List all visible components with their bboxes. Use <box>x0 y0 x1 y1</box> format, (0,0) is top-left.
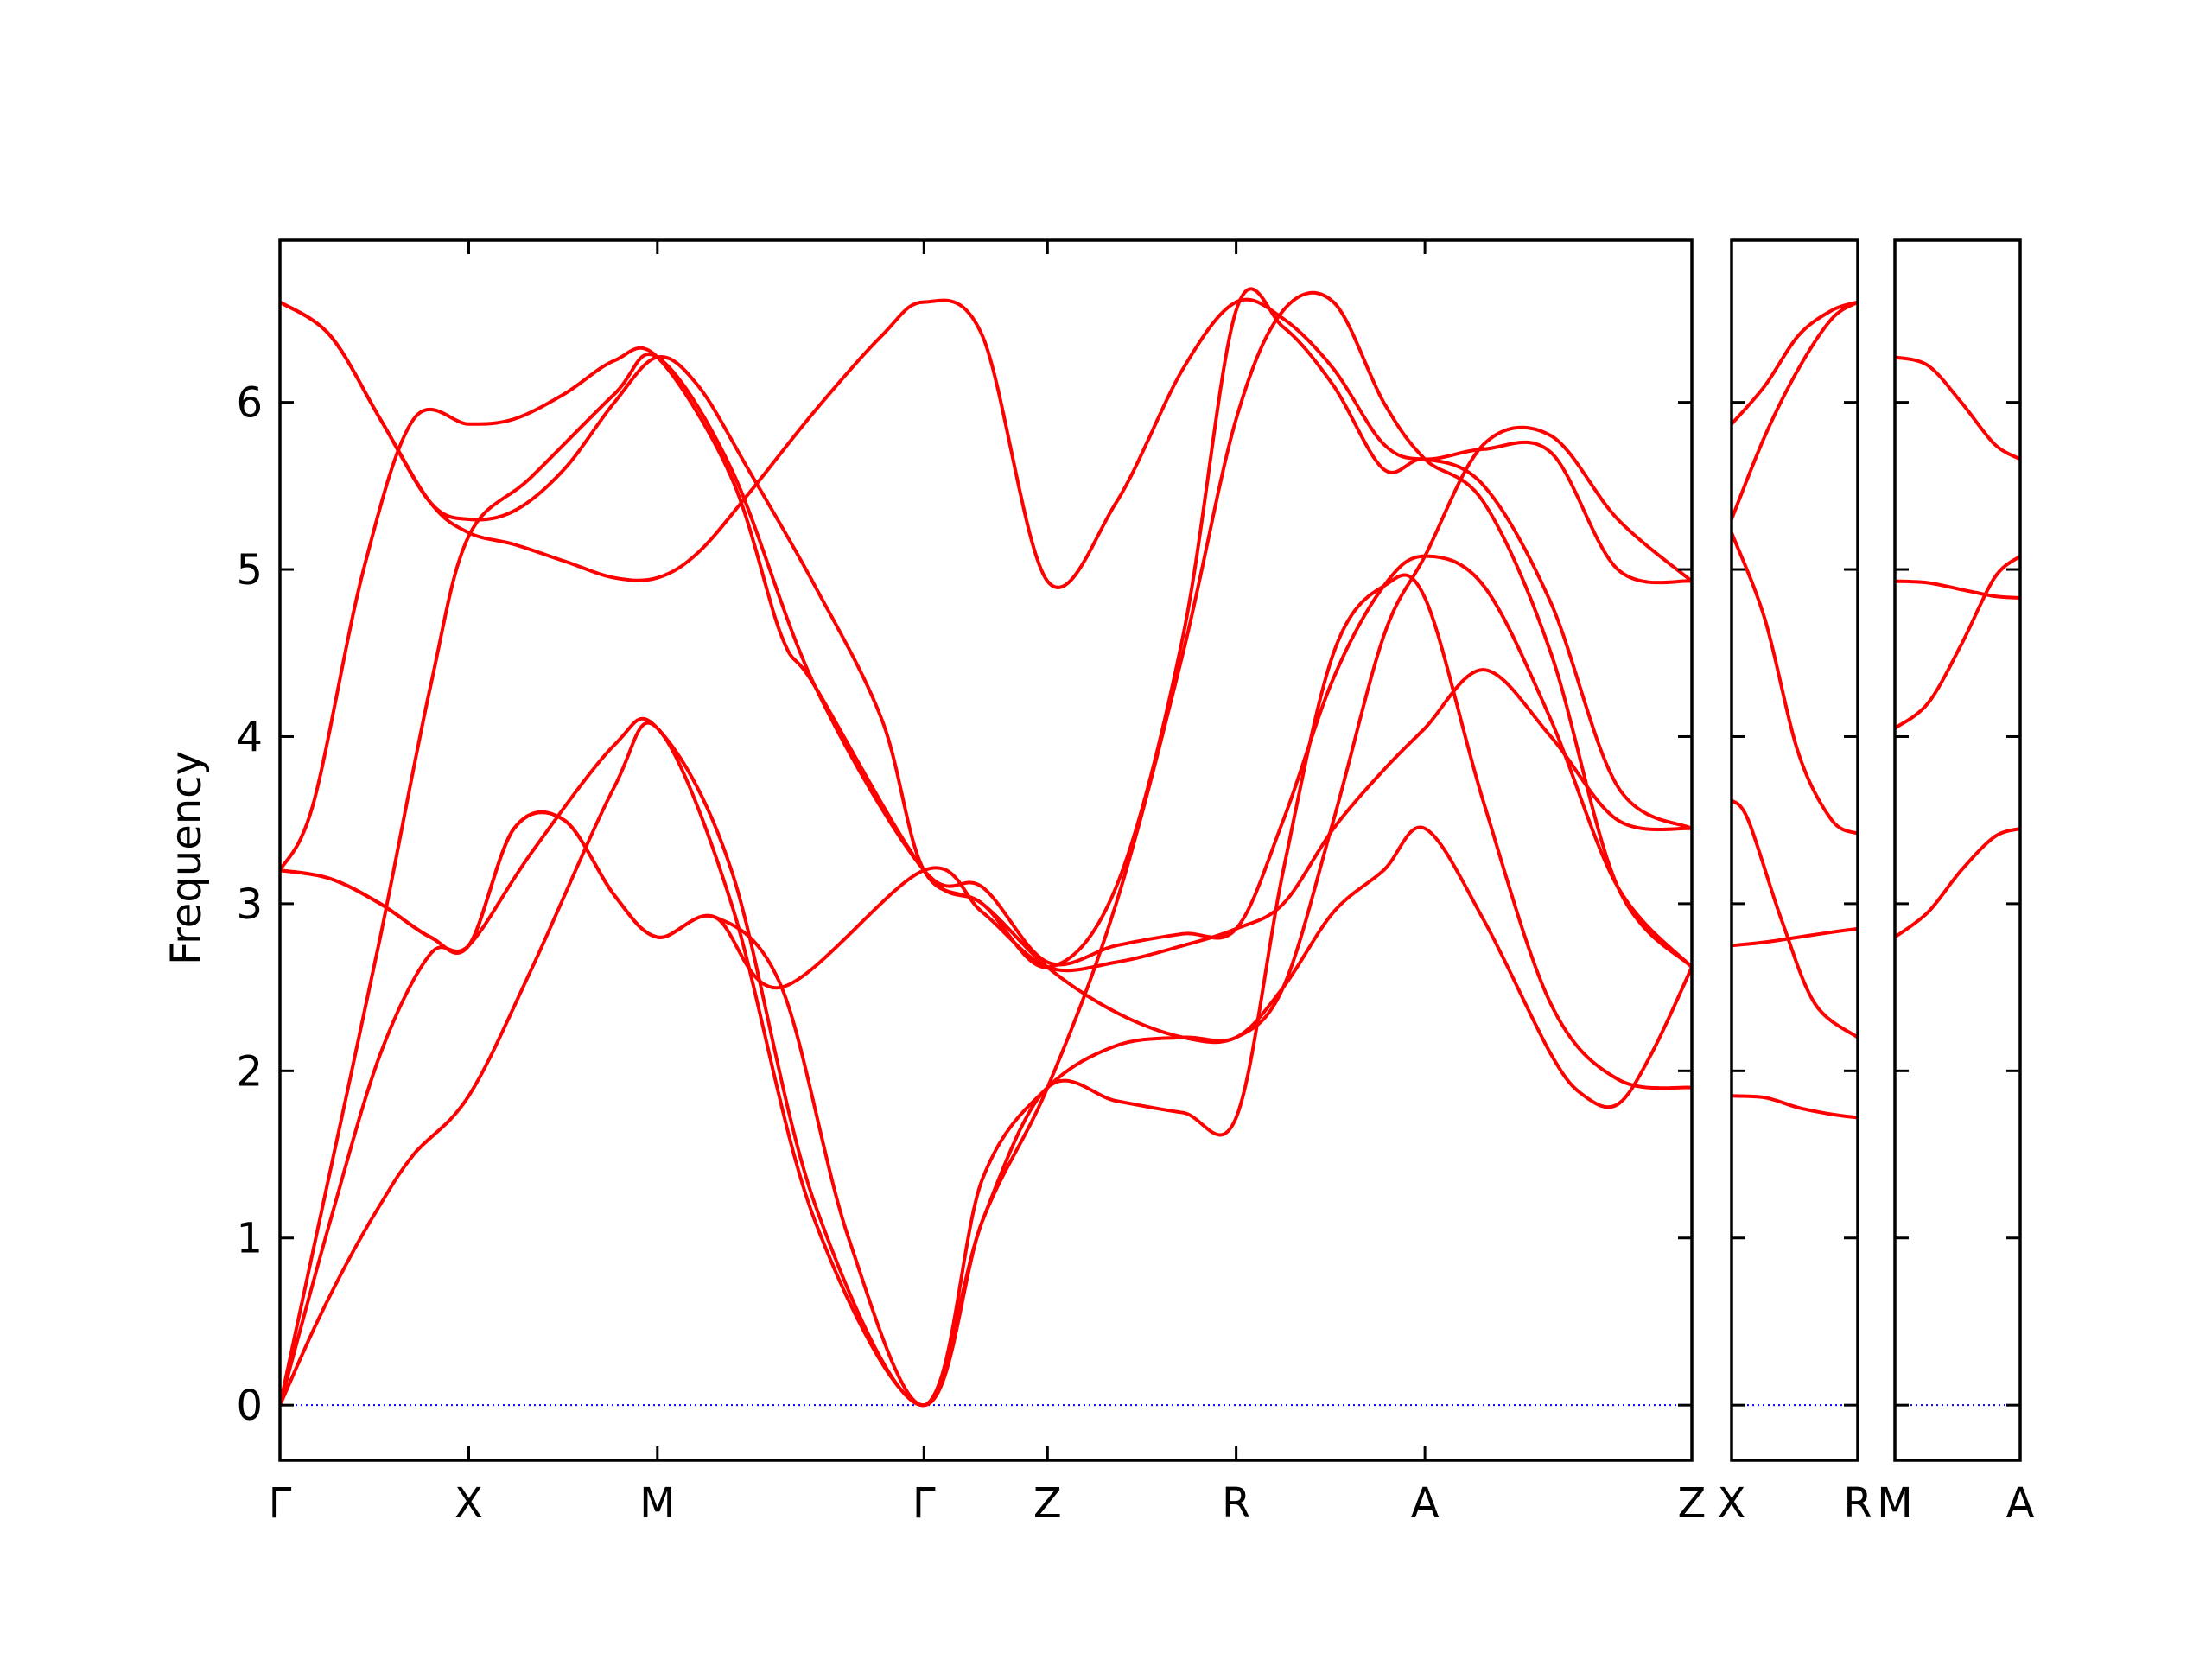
x-tick-label: Z <box>1678 1479 1707 1528</box>
y-tick-label: 2 <box>236 1047 263 1096</box>
bands <box>1732 300 1858 1120</box>
panel-frame <box>278 238 1694 1462</box>
x-tick-label: Γ <box>912 1479 936 1528</box>
y-tick-label: 5 <box>236 546 263 594</box>
band-line-5 <box>1732 300 1858 521</box>
y-axis-title: Frequency <box>162 751 211 965</box>
band-line-4 <box>1732 531 1858 836</box>
band-line-6 <box>1732 300 1858 426</box>
y-tick-label: 3 <box>236 880 263 929</box>
x-tick-label: X <box>1718 1479 1746 1528</box>
x-tick-label: A <box>1411 1479 1440 1528</box>
band-line-7 <box>280 297 1692 589</box>
band-line-3 <box>1895 579 2020 600</box>
band-line-3 <box>1732 798 1858 1039</box>
x-tick-label: A <box>2006 1479 2035 1528</box>
x-tick-label: R <box>1843 1479 1872 1528</box>
band-line-2 <box>1895 554 2020 730</box>
band-line-8 <box>280 287 1692 969</box>
y-tick-label: 1 <box>236 1215 263 1263</box>
panel-frame <box>1730 238 1859 1462</box>
x-tick-label: R <box>1222 1479 1250 1528</box>
band-line-1 <box>1732 1094 1858 1120</box>
bands <box>280 287 1692 1408</box>
x-tick-label: M <box>639 1479 675 1528</box>
bands <box>1895 355 2020 939</box>
y-tick-label: 4 <box>236 713 263 761</box>
band-line-1 <box>1895 826 2020 939</box>
panel-frame <box>1893 238 2022 1462</box>
x-tick-label: Z <box>1033 1479 1062 1528</box>
band-line-4 <box>1895 355 2020 461</box>
y-tick-label: 6 <box>236 379 263 428</box>
y-tick-label: 0 <box>236 1382 263 1430</box>
x-tick-label: X <box>454 1479 483 1528</box>
band-line-6 <box>280 668 1692 990</box>
band-line-3 <box>280 353 1692 1408</box>
x-tick-label: M <box>1877 1479 1912 1528</box>
panel-1: 0 1 2 3 4 5 6 Γ X M Γ Z R A Z <box>236 238 1707 1528</box>
x-tick-label: Γ <box>269 1479 292 1528</box>
band-line-2 <box>1732 926 1858 948</box>
